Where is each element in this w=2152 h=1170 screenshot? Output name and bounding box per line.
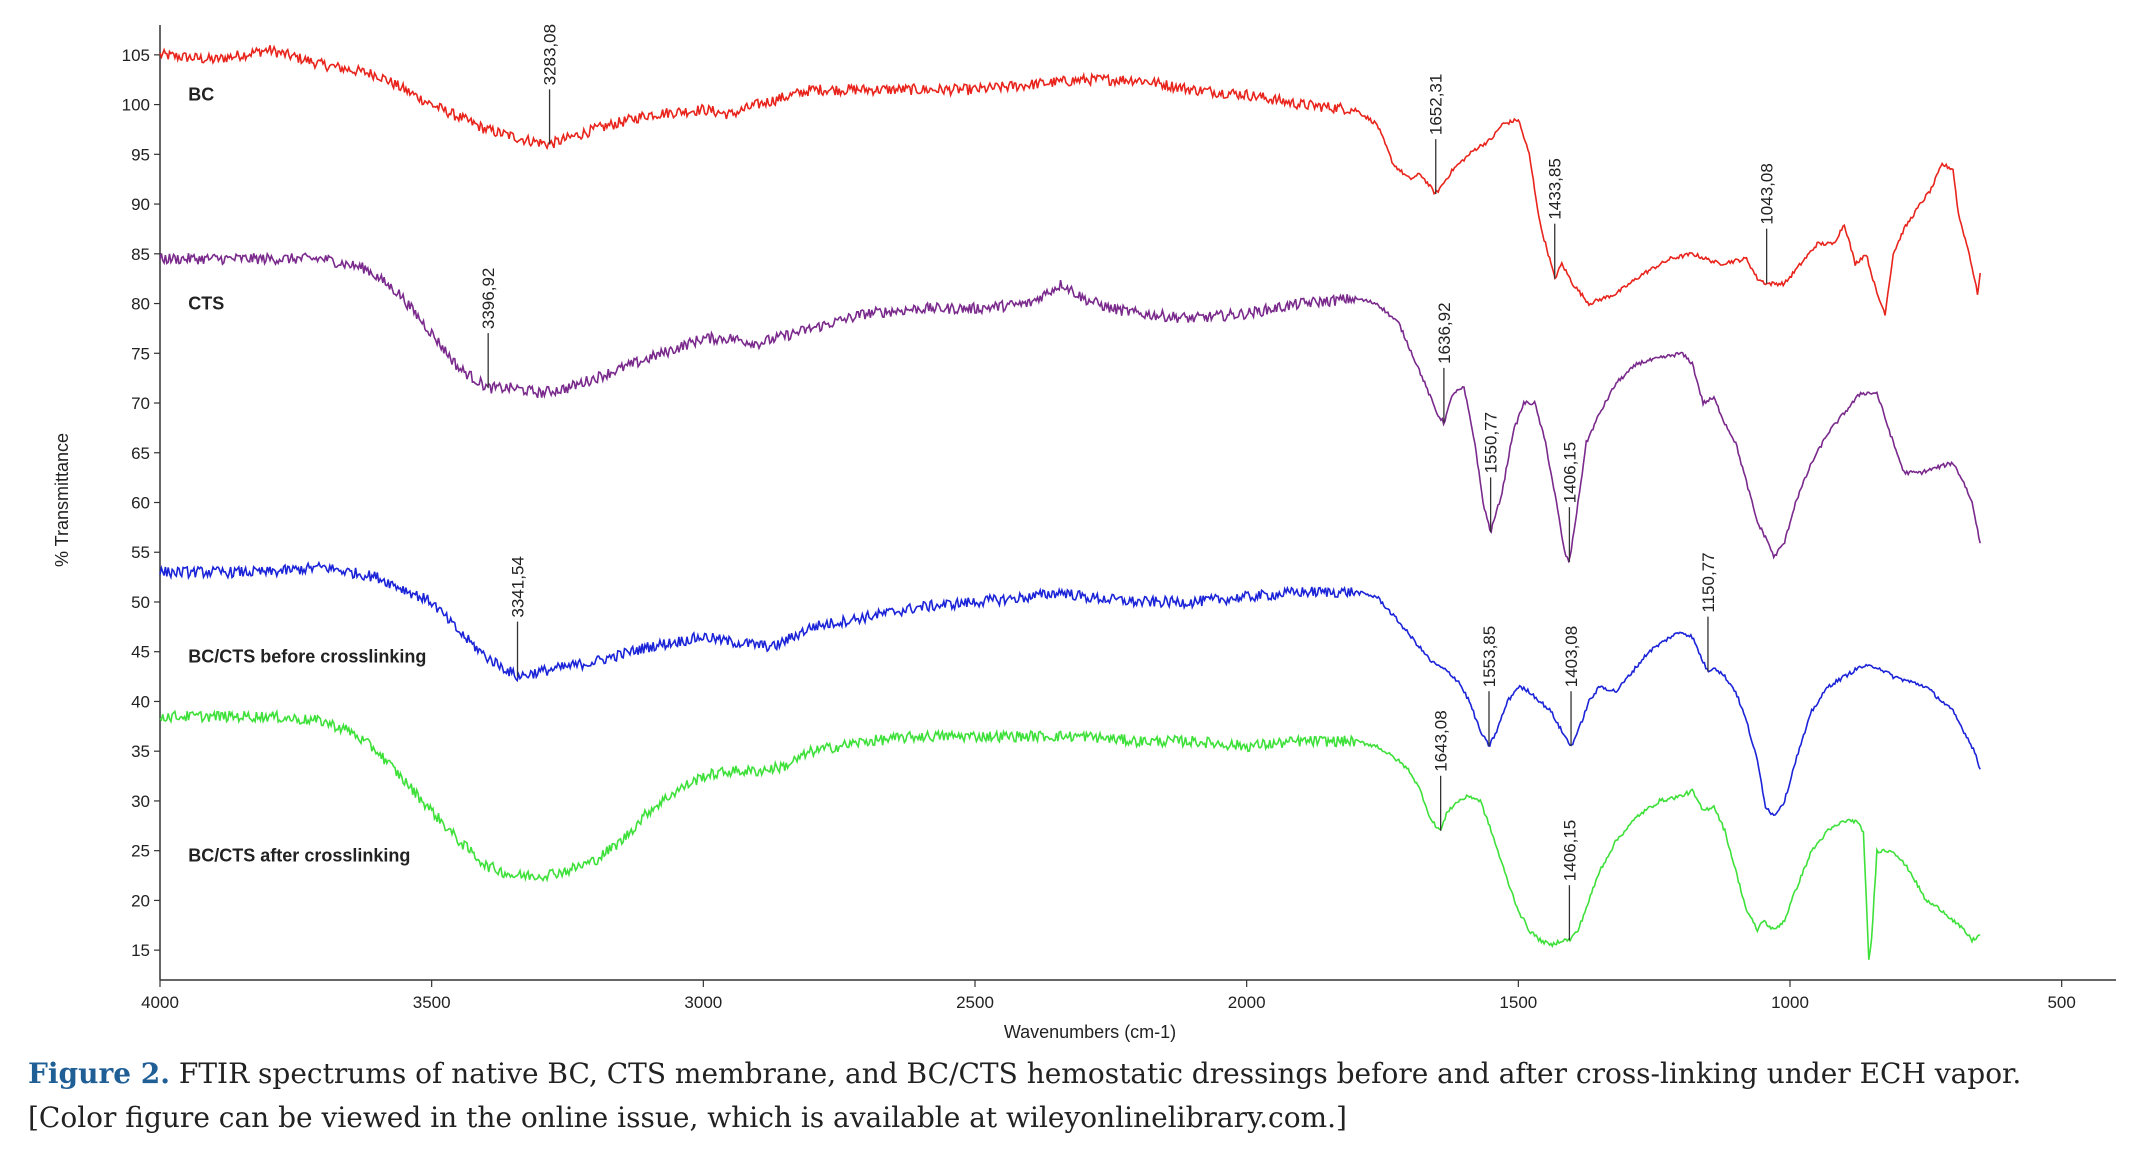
- y-tick-label: 75: [131, 344, 150, 363]
- peak-label: 1550,77: [1482, 412, 1501, 473]
- y-tick-label: 90: [131, 195, 150, 214]
- x-tick-label: 1500: [1499, 993, 1537, 1012]
- series-label: BC: [188, 85, 214, 105]
- y-tick-label: 45: [131, 643, 150, 662]
- y-tick-label: 105: [122, 46, 150, 65]
- y-tick-label: 100: [122, 96, 150, 115]
- y-tick-label: 95: [131, 145, 150, 164]
- peak-label: 1652,31: [1427, 74, 1446, 135]
- series-line-0: [159, 44, 1981, 316]
- peak-label: 1403,08: [1562, 626, 1581, 687]
- series-line-2: [159, 560, 1981, 817]
- peak-label: 1643,08: [1432, 710, 1451, 771]
- x-axis-label: Wavenumbers (cm-1): [1004, 1022, 1176, 1042]
- peak-label: 1433,85: [1546, 158, 1565, 219]
- x-tick-label: 2500: [956, 993, 994, 1012]
- y-tick-label: 15: [131, 941, 150, 960]
- series-line-1: [159, 251, 1981, 564]
- figure-caption: Figure 2. FTIR spectrums of native BC, C…: [28, 1052, 2118, 1140]
- peak-label: 1150,77: [1699, 552, 1718, 612]
- y-tick-label: 70: [131, 394, 150, 413]
- y-axis-label: % Transmittance: [52, 433, 72, 567]
- peak-label: 1406,15: [1560, 820, 1579, 881]
- figure-label: Figure 2.: [28, 1057, 170, 1090]
- chart-annotations: 3283,08 1652,31 1433,85 1043,08 3396,92 1636,…: [479, 24, 1777, 941]
- series-label: CTS: [188, 294, 224, 314]
- chart-axes: 15 20 25 30 35 40 45 50 55 60 65 70 75 80 85 90 95 100 105…: [122, 25, 2116, 1012]
- x-tick-label: 2000: [1228, 993, 1266, 1012]
- x-tick-label: 4000: [141, 993, 179, 1012]
- peak-label: 3396,92: [479, 268, 498, 329]
- series-line-3: [159, 708, 1981, 960]
- peak-label: 1406,15: [1560, 442, 1579, 503]
- y-tick-label: 65: [131, 444, 150, 463]
- caption-text: FTIR spectrums of native BC, CTS membran…: [28, 1057, 2022, 1134]
- peak-label: 1553,85: [1480, 626, 1499, 687]
- y-tick-label: 35: [131, 742, 150, 761]
- peak-label: 3283,08: [541, 24, 560, 85]
- peak-label: 1636,92: [1435, 302, 1454, 363]
- y-tick-label: 25: [131, 842, 150, 861]
- ftir-chart: 15 20 25 30 35 40 45 50 55 60 65 70 75 80 85 90 95 100 105…: [52, 24, 2116, 1042]
- series-label: BC/CTS after crosslinking: [188, 846, 410, 866]
- chart-series: BC CTS BC/CTS before crosslinking BC/CTS af…: [159, 44, 1981, 960]
- series-label: BC/CTS before crosslinking: [188, 647, 426, 667]
- x-tick-label: 500: [2047, 993, 2075, 1012]
- y-tick-label: 30: [131, 792, 150, 811]
- peak-label: 1043,08: [1758, 163, 1777, 224]
- x-tick-label: 1000: [1771, 993, 1809, 1012]
- x-tick-label: 3000: [684, 993, 722, 1012]
- y-tick-label: 55: [131, 543, 150, 562]
- y-tick-label: 50: [131, 593, 150, 612]
- y-tick-label: 80: [131, 295, 150, 314]
- y-tick-label: 20: [131, 891, 150, 910]
- peak-label: 3341,54: [509, 556, 528, 617]
- x-tick-label: 3500: [413, 993, 451, 1012]
- y-tick-label: 85: [131, 245, 150, 264]
- y-tick-label: 40: [131, 692, 150, 711]
- y-tick-label: 60: [131, 494, 150, 513]
